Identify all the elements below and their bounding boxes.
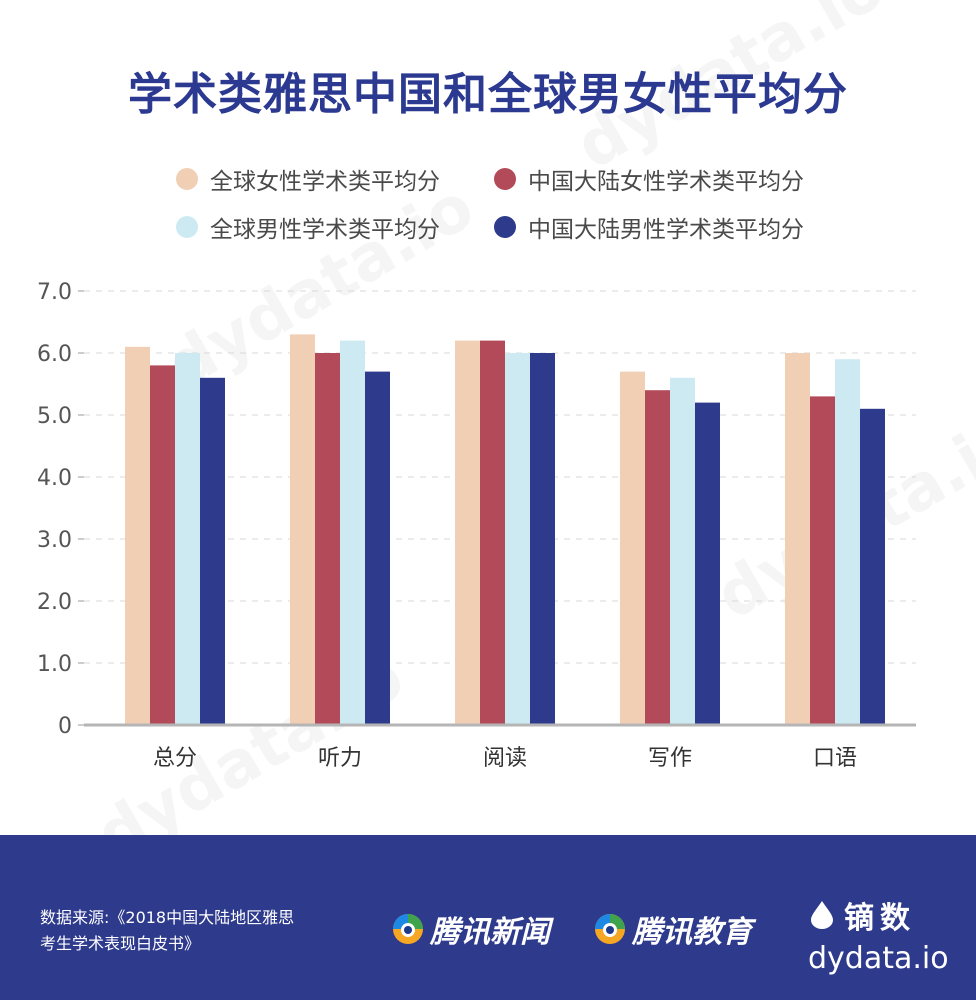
partner-tencent-news: 腾讯新闻 <box>392 907 550 951</box>
partner-tencent-edu: 腾讯教育 <box>594 907 752 951</box>
legend-item-china-female: 中国大陆女性学术类平均分 <box>494 162 804 196</box>
legend-dot-icon <box>494 216 516 238</box>
legend-label: 中国大陆女性学术类平均分 <box>528 169 804 195</box>
data-source: 数据来源:《2018中国大陆地区雅思 考生学术表现白皮书》 <box>40 905 294 957</box>
bar <box>365 371 390 725</box>
tencent-logo-icon <box>595 914 625 944</box>
bar <box>505 353 530 725</box>
legend-item-global-female: 全球女性学术类平均分 <box>176 162 440 196</box>
bar <box>290 334 315 725</box>
legend-dot-icon <box>176 216 198 238</box>
brand-name: 镝数 <box>844 901 916 936</box>
bar <box>340 340 365 725</box>
x-tick-label: 阅读 <box>483 746 527 771</box>
bar <box>835 359 860 725</box>
bar <box>315 353 340 725</box>
bar <box>150 365 175 725</box>
source-line: 数据来源:《2018中国大陆地区雅思 <box>40 908 295 927</box>
bar <box>810 396 835 725</box>
brand-logo: 镝数 dydata.io <box>808 893 949 976</box>
bar <box>455 340 480 725</box>
x-tick-label: 口语 <box>813 746 857 771</box>
bar-chart: 0 1.0 2.0 3.0 4.0 5.0 6.0 7.0 总分 听力 阅读 写作 口语 <box>37 280 916 771</box>
partner-name: 腾讯教育 <box>632 915 752 950</box>
legend-label: 全球女性学术类平均分 <box>210 169 440 195</box>
drop-icon <box>811 901 833 929</box>
bar <box>200 377 225 725</box>
source-line: 考生学术表现白皮书》 <box>40 934 201 953</box>
y-tick-label: 7.0 <box>37 280 72 305</box>
y-tick-label: 6.0 <box>37 342 72 367</box>
brand-url: dydata.io <box>808 941 949 976</box>
x-tick-label: 总分 <box>153 746 197 771</box>
legend-label: 中国大陆男性学术类平均分 <box>528 217 804 243</box>
y-tick-label: 2.0 <box>37 590 72 615</box>
bar <box>480 340 505 725</box>
bar <box>620 371 645 725</box>
legend-item-china-male: 中国大陆男性学术类平均分 <box>494 210 804 244</box>
bar <box>670 377 695 725</box>
y-tick-label: 4.0 <box>37 466 72 491</box>
bar <box>530 353 555 725</box>
tencent-logo-icon <box>393 914 423 944</box>
bar <box>860 408 885 725</box>
bar <box>645 390 670 725</box>
y-tick-label: 3.0 <box>37 528 72 553</box>
chart-title: 学术类雅思中国和全球男女性平均分 <box>128 69 848 120</box>
partner-name: 腾讯新闻 <box>430 915 550 950</box>
legend-dot-icon <box>494 168 516 190</box>
legend-label: 全球男性学术类平均分 <box>210 217 440 243</box>
x-tick-label: 听力 <box>318 746 362 771</box>
bar <box>695 402 720 725</box>
legend-item-global-male: 全球男性学术类平均分 <box>176 210 440 244</box>
footer: 数据来源:《2018中国大陆地区雅思 考生学术表现白皮书》 腾讯新闻 腾讯教育 … <box>0 835 976 1000</box>
bar <box>785 353 810 725</box>
x-tick-label: 写作 <box>648 746 692 771</box>
bar <box>175 353 200 725</box>
y-tick-label: 1.0 <box>37 652 72 677</box>
bar <box>125 346 150 725</box>
y-tick-label: 0 <box>58 714 72 739</box>
y-tick-label: 5.0 <box>37 404 72 429</box>
legend-dot-icon <box>176 168 198 190</box>
